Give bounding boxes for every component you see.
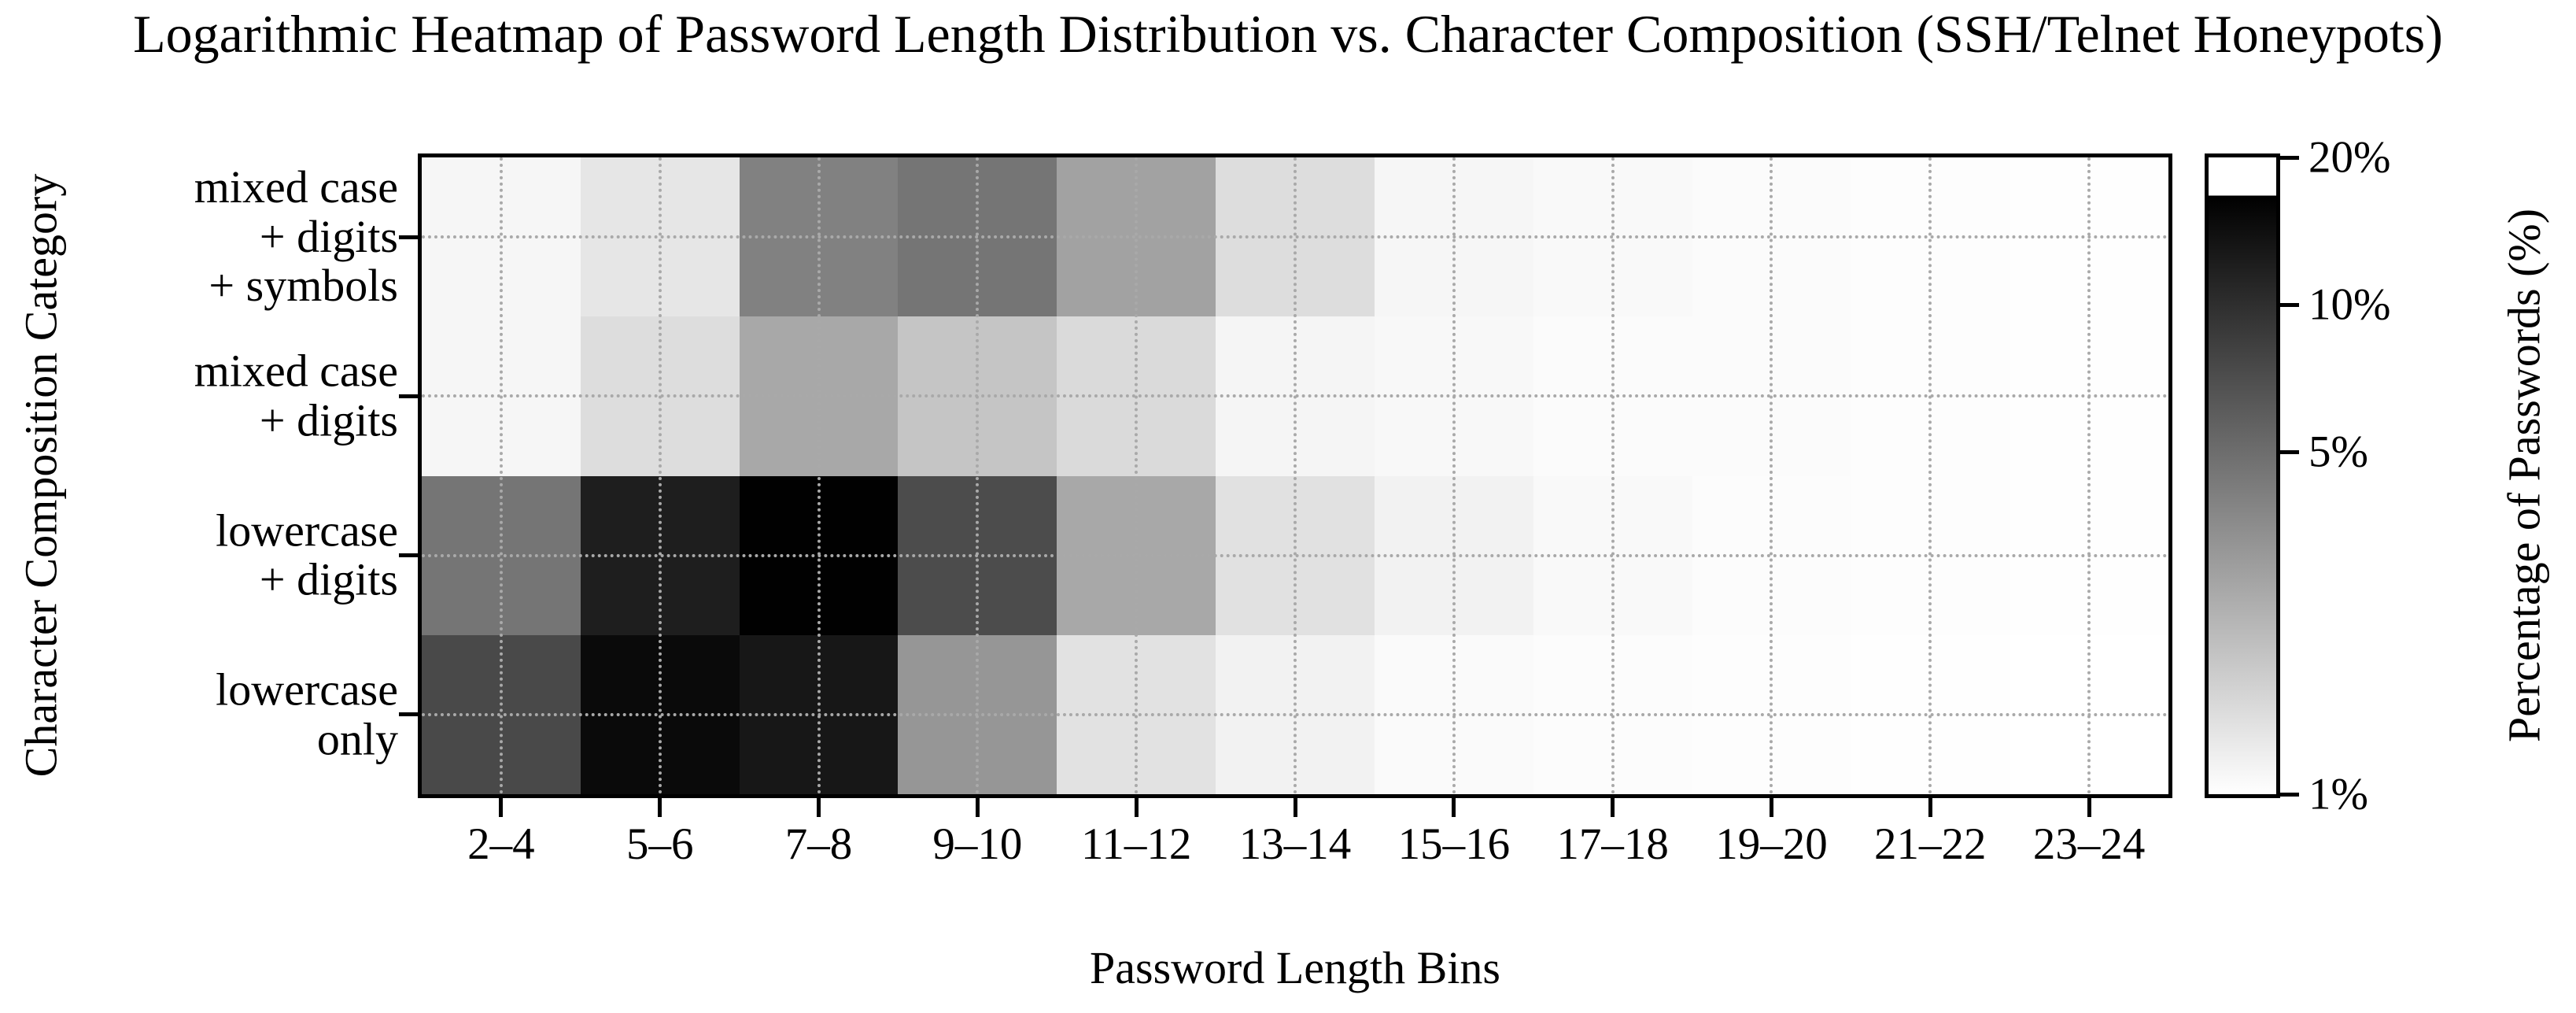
x-axis-tick <box>1928 798 1932 817</box>
x-tick-label: 23–24 <box>2032 819 2146 869</box>
x-axis-label: Password Length Bins <box>1090 942 1500 993</box>
x-tick-label: 2–4 <box>467 819 535 869</box>
x-tick-label: 21–22 <box>1874 819 1987 869</box>
colorbar-tick <box>2280 302 2299 307</box>
grid-line-horizontal <box>422 394 2168 398</box>
grid-line-vertical <box>1928 157 1932 794</box>
colorbar-tick <box>2280 155 2299 160</box>
x-tick-label: 11–12 <box>1080 819 1192 869</box>
colorbar-tick-label: 20% <box>2308 132 2391 183</box>
grid-line-horizontal <box>422 235 2168 239</box>
grid-line-vertical <box>976 157 980 794</box>
colorbar-tick-label: 5% <box>2308 427 2368 477</box>
y-tick-label: mixed case + digits <box>194 345 398 446</box>
grid-line-vertical <box>1135 157 1139 794</box>
chart-title: Logarithmic Heatmap of Password Length D… <box>133 4 2443 64</box>
y-axis-tick <box>399 553 418 558</box>
x-tick-label: 15–16 <box>1397 819 1511 869</box>
y-tick-label: mixed case + digits + symbols <box>194 161 398 312</box>
grid-line-horizontal <box>422 712 2168 716</box>
y-axis-tick <box>399 712 418 717</box>
x-axis-tick <box>1769 798 1773 817</box>
grid-line-vertical <box>1452 157 1456 794</box>
x-tick-label: 9–10 <box>932 819 1023 869</box>
x-axis-tick <box>1611 798 1615 817</box>
x-tick-label: 7–8 <box>784 819 853 869</box>
grid-line-vertical <box>499 157 503 794</box>
colorbar <box>2205 153 2280 798</box>
grid-line-horizontal <box>422 553 2168 557</box>
colorbar-tick <box>2280 792 2299 797</box>
grid-line-vertical <box>1770 157 1773 794</box>
grid-line-vertical <box>1294 157 1297 794</box>
colorbar-tick-label: 1% <box>2308 769 2368 819</box>
grid-line-vertical <box>817 157 821 794</box>
grid-line-vertical <box>658 157 662 794</box>
y-axis-tick <box>399 235 418 239</box>
x-axis-tick <box>499 798 504 817</box>
y-axis-tick <box>399 394 418 398</box>
x-axis-tick <box>817 798 821 817</box>
x-axis-tick <box>975 798 980 817</box>
x-axis-tick <box>1452 798 1456 817</box>
grid-line-vertical <box>1611 157 1615 794</box>
x-axis-tick <box>2087 798 2091 817</box>
x-tick-label: 13–14 <box>1238 819 1352 869</box>
x-axis-tick <box>658 798 662 817</box>
x-axis-tick <box>1293 798 1297 817</box>
x-axis-tick <box>1134 798 1139 817</box>
y-tick-label: lowercase + digits <box>216 505 398 605</box>
x-tick-label: 19–20 <box>1715 819 1828 869</box>
grid-line-vertical <box>2087 157 2091 794</box>
colorbar-label: Percentage of Passwords (%) <box>2498 208 2550 743</box>
x-tick-label: 5–6 <box>626 819 694 869</box>
colorbar-tick <box>2280 449 2299 454</box>
x-tick-label: 17–18 <box>1556 819 1669 869</box>
colorbar-tick-label: 10% <box>2308 279 2391 330</box>
y-tick-label: lowercase only <box>216 664 398 764</box>
plot-area <box>418 153 2172 798</box>
